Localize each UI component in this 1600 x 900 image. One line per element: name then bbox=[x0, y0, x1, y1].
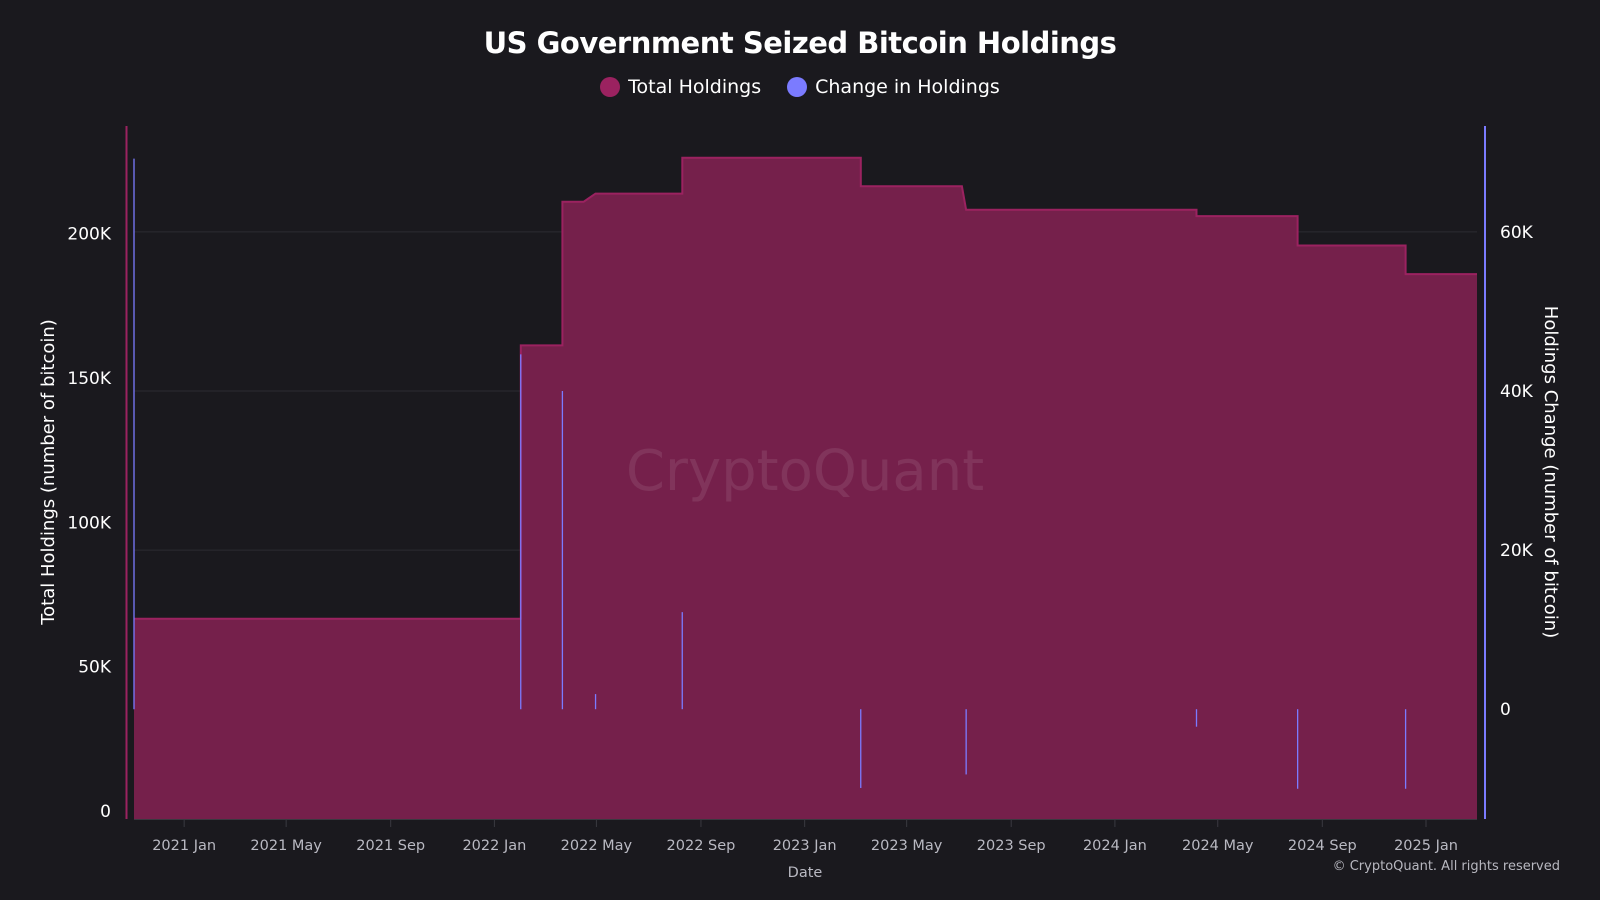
y-tick-right-label: 40K bbox=[1500, 382, 1534, 402]
legend-label: Change in Holdings bbox=[815, 76, 1000, 98]
x-tick-label: 2023 May bbox=[871, 838, 943, 854]
x-tick-label: 2023 Jan bbox=[773, 838, 837, 854]
total-holdings-area bbox=[134, 157, 1477, 820]
y-tick-left-label: 200K bbox=[67, 225, 111, 245]
x-tick-label: 2024 Jan bbox=[1083, 838, 1147, 854]
x-tick-label: 2023 Sep bbox=[977, 838, 1046, 854]
legend-dot-icon bbox=[600, 77, 621, 97]
x-tick-label: 2022 Sep bbox=[667, 838, 736, 854]
x-tick-label: 2022 Jan bbox=[462, 838, 526, 854]
y-tick-left-label: 100K bbox=[67, 513, 111, 533]
y-tick-left-label: 150K bbox=[67, 369, 111, 389]
x-tick-label: 2024 Sep bbox=[1288, 838, 1357, 854]
legend-item-total-holdings[interactable]: Total Holdings bbox=[600, 76, 761, 98]
y-tick-right-label: 60K bbox=[1500, 223, 1534, 243]
x-axis-label: Date bbox=[788, 865, 823, 881]
x-tick-label: 2021 May bbox=[250, 838, 322, 854]
y-axis-right-label: Holdings Change (number of bitcoin) bbox=[1540, 306, 1561, 638]
legend: Total Holdings Change in Holdings bbox=[0, 76, 1600, 98]
y-tick-right-label: 20K bbox=[1500, 541, 1534, 561]
legend-item-change-in-holdings[interactable]: Change in Holdings bbox=[787, 76, 1000, 98]
y-tick-left-label: 50K bbox=[78, 658, 112, 678]
y-tick-right-label: 0 bbox=[1500, 700, 1511, 720]
chart-title: US Government Seized Bitcoin Holdings bbox=[483, 26, 1117, 60]
x-tick-label: 2021 Sep bbox=[356, 838, 425, 854]
copyright: © CryptoQuant. All rights reserved bbox=[1332, 859, 1560, 874]
x-tick-label: 2022 May bbox=[561, 838, 633, 854]
x-tick-label: 2025 Jan bbox=[1394, 838, 1458, 854]
x-tick-label: 2024 May bbox=[1182, 838, 1254, 854]
x-tick-label: 2021 Jan bbox=[152, 838, 216, 854]
watermark: CryptoQuant bbox=[626, 439, 984, 504]
legend-label: Total Holdings bbox=[628, 76, 762, 98]
y-tick-left-label: 0 bbox=[100, 802, 111, 822]
legend-dot-icon bbox=[787, 77, 808, 97]
total-holdings-line bbox=[134, 156, 1477, 620]
y-axis-left-label: Total Holdings (number of bitcoin) bbox=[38, 319, 59, 626]
